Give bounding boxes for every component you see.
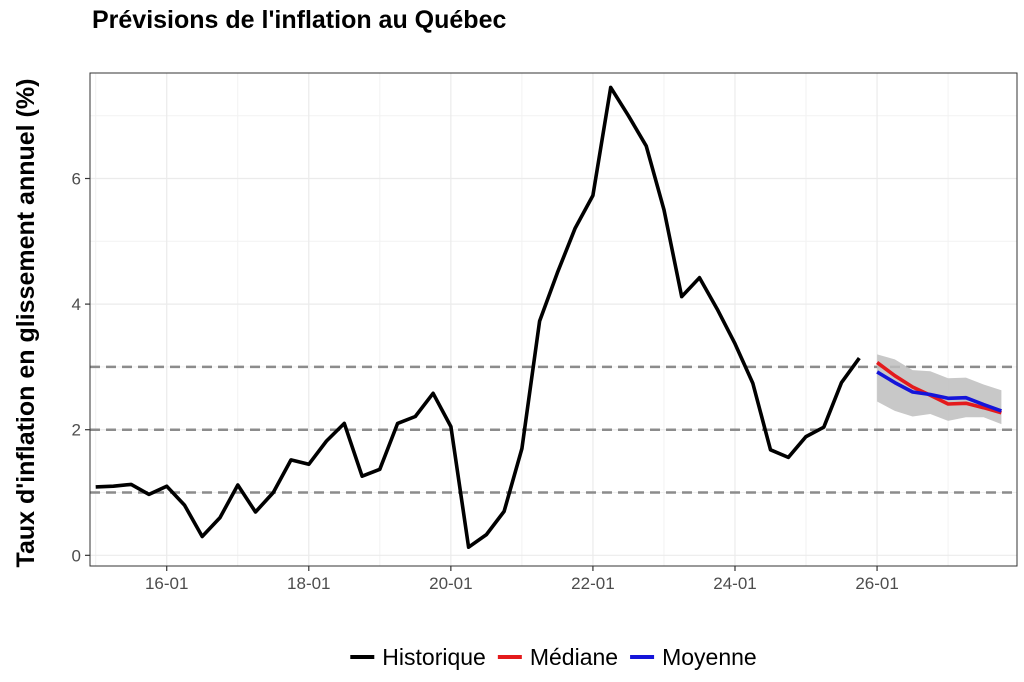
- series-line-historique: [95, 85, 861, 550]
- x-tick-label: 16-01: [145, 574, 188, 593]
- x-tick-label: 20-01: [429, 574, 472, 593]
- chart-title: Prévisions de l'inflation au Québec: [92, 6, 506, 34]
- uncertainty-band: [877, 354, 1002, 425]
- y-tick-label: 2: [72, 421, 81, 440]
- series-line-moyenne: [876, 370, 1003, 413]
- series-layer: [95, 85, 1003, 550]
- y-tick-label: 0: [72, 546, 81, 565]
- plot-panel-border: [89, 72, 1018, 567]
- x-tick-label: 18-01: [287, 574, 330, 593]
- legend-label: Médiane: [530, 644, 618, 670]
- y-tick-label: 4: [72, 295, 81, 314]
- x-tick-label: 24-01: [713, 574, 756, 593]
- legend-label: Moyenne: [662, 644, 757, 670]
- series-line-mediane: [876, 361, 1002, 415]
- x-tick-label: 22-01: [571, 574, 614, 593]
- legend-label: Historique: [382, 644, 486, 670]
- axis-ticks: 16-01 18-01 20-01 22-01 24-01 26-01 0 2 4 6: [72, 170, 899, 593]
- major-gridlines: [90, 73, 1017, 566]
- x-tick-label: 26-01: [855, 574, 898, 593]
- reference-lines: [90, 365, 1017, 494]
- uncertainty-band-layer: [877, 354, 1002, 425]
- y-axis-label: Taux d'inflation en glissement annuel (%…: [12, 79, 40, 568]
- legend: Historique Médiane Moyenne: [350, 644, 757, 670]
- y-tick-label: 6: [72, 170, 81, 189]
